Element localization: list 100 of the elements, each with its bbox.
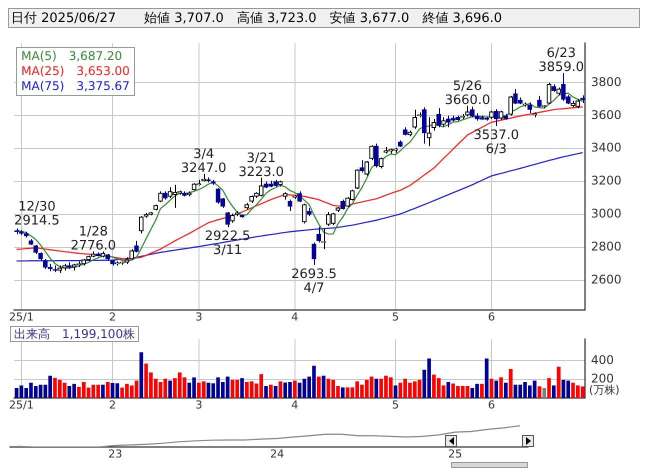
chart-title: 日付 2025/06/27 [11,11,116,26]
bar [264,386,268,398]
y-axis-title: (万株) [589,383,620,396]
bar [240,378,244,398]
candlestick [360,160,364,173]
candlestick [537,95,542,108]
candlestick [494,108,499,127]
bar [538,386,542,398]
bar [504,382,508,398]
y-tick-label: 3800 [591,74,622,89]
y-tick-label: 200 [591,371,614,386]
bar [374,378,378,398]
bar [322,376,326,398]
candlestick [230,213,235,224]
bar [168,380,172,398]
bar [508,369,512,398]
candlestick [302,203,307,224]
x-tick-label: 24 [270,447,284,460]
bar [446,382,450,398]
candlestick [378,157,384,169]
candlestick [441,116,446,127]
annotation: 12/30 2914.5 [14,200,60,229]
candlestick [225,212,230,228]
candlestick [426,116,432,147]
candlestick [369,144,374,161]
y-tick-label: 2600 [591,272,622,286]
bar [274,386,278,398]
candlestick [258,177,264,197]
chart-subtitle: 始値 3,707.0 高値 3,723.0 安値 3,677.0 終値 3,696.0 [144,11,502,26]
candlestick [354,168,360,190]
x-tick-label: 6 [488,398,495,412]
x-tick-label: 5 [392,310,400,324]
bar [499,377,503,398]
bar [542,388,546,398]
y-tick-label: 2800 [591,240,622,254]
candlestick [340,199,346,210]
bar [268,384,273,398]
bar [490,378,494,398]
candlestick [297,190,302,203]
candlestick [321,228,326,250]
x-tick-label: 23 [108,447,122,460]
candlestick [134,240,139,253]
candlestick [436,108,442,128]
bar [292,380,297,398]
bar [494,380,498,398]
x-tick-label: 4 [291,310,298,324]
bar [139,352,144,398]
bar [394,385,398,398]
candlestick [546,82,552,105]
chart-title: 出来高 1,199,100株 [10,326,140,342]
candlestick [374,143,379,168]
candlestick [412,109,418,130]
candlestick [326,212,331,227]
annotation: 6/23 3859.0 [538,46,584,76]
y-tick-label: 3400 [591,140,622,155]
x-tick-label: 25/1 [9,398,34,412]
text: MA(25) 3,653.00 [21,64,130,80]
bar [556,366,560,398]
bar [480,384,484,398]
x-tick-label: 25/1 [9,310,34,324]
annotation: 1/28 2776.0 [70,224,116,254]
x-tick-label: 5 [392,398,400,412]
candlestick [446,115,451,128]
y-tick-label: 400 [591,352,614,367]
x-tick-label: 3 [195,398,202,412]
x-tick-label: 3 [195,310,202,324]
bar [340,387,345,398]
candlestick [158,190,163,203]
candlestick [432,118,436,131]
bar [101,384,105,398]
text: MA(5) 3,687.20 [21,49,124,64]
x-tick-label: 2 [109,310,116,324]
candlestick [138,216,144,234]
text: MA(75) 3,375.67 [21,79,130,94]
annotation: 3/4 3247.0 [180,146,226,176]
bar [547,378,551,398]
candlestick [312,242,316,266]
candlestick [288,199,292,212]
candlestick [422,106,427,144]
annotation: 3/21 3223.0 [238,150,284,180]
candlestick [129,248,134,260]
candlestick [508,95,513,116]
bar [106,382,110,398]
bar [278,381,282,398]
x-tick-label: 25 [448,447,462,460]
y-tick-label: 3000 [591,206,622,221]
candlestick [364,160,370,176]
candlestick [575,98,580,109]
candlestick [465,105,470,117]
bar [484,358,488,398]
annotation: 2922.5 3/11 [204,229,250,258]
candlestick [528,102,532,114]
y-tick-label: 3200 [591,174,622,188]
x-tick-label: 2 [109,398,116,412]
bar [552,385,556,398]
annotation: 3537.0 6/3 [474,128,520,158]
annotation: 5/26 3660.0 [444,78,490,108]
x-tick-label: 4 [291,398,298,412]
candlestick [498,110,504,120]
candlestick [330,212,336,226]
